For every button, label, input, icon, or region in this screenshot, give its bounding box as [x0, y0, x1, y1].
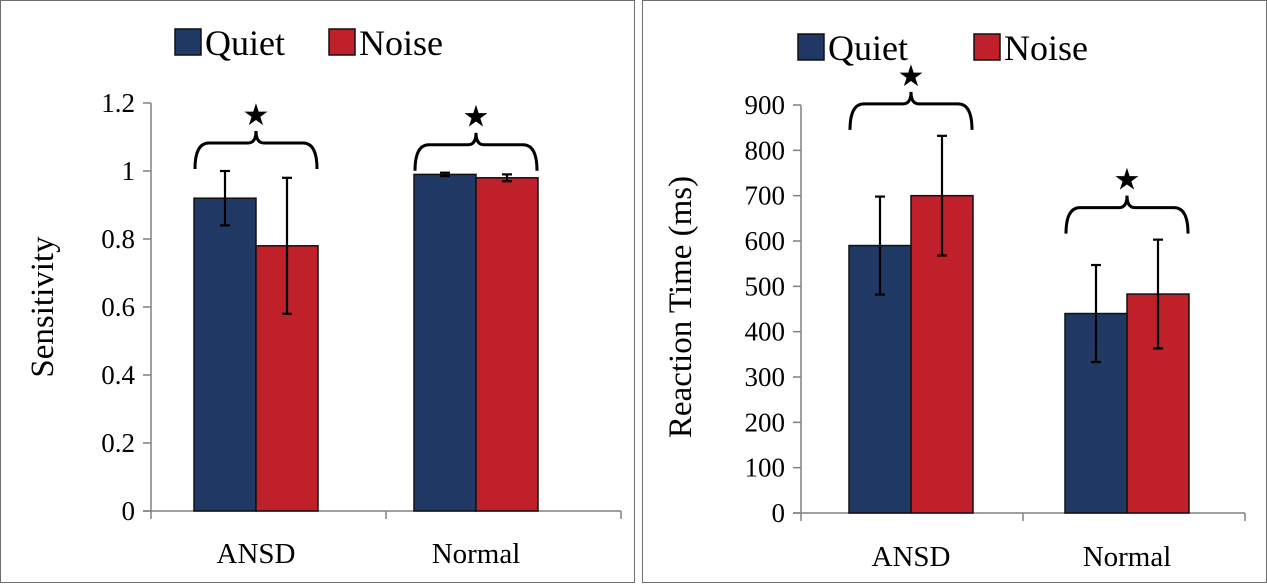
legend-swatch-quiet	[174, 28, 202, 56]
legend-label-quiet: Quiet	[205, 23, 285, 63]
significance-star: ★	[1114, 164, 1141, 197]
significance-star: ★	[243, 99, 270, 132]
bar-noise-normal	[475, 177, 539, 512]
significance-brace	[193, 130, 319, 170]
legend-swatch-noise	[328, 28, 356, 56]
significance-star: ★	[463, 101, 490, 134]
legend-swatch-quiet	[797, 33, 825, 61]
bar-quiet-normal	[413, 173, 477, 512]
y-tick-label: 0	[122, 496, 136, 526]
y-tick-label: 1.2	[101, 88, 135, 118]
bar-quiet-ansd	[193, 197, 257, 512]
significance-brace	[848, 91, 974, 130]
legend-label-noise: Noise	[359, 23, 443, 63]
y-tick-label: 0.8	[101, 224, 135, 254]
sensitivity-chart: 0 0.2 0.4 0.6 0.8 1 1.2 Sensitivity ANSD ★ Normal ★…	[25, 23, 622, 570]
y-tick-label: 700	[745, 181, 786, 211]
y-tick-label: 0.6	[101, 292, 135, 322]
reaction-time-chart: 0 100 200 300 400 500 600 700 800 900 Reaction Tim…	[663, 28, 1246, 573]
significance-brace	[413, 132, 539, 171]
y-tick-label: 1	[122, 156, 136, 186]
y-axis-label: Sensitivity	[25, 236, 61, 378]
significance-star: ★	[898, 60, 925, 93]
y-tick-label: 900	[745, 90, 786, 120]
y-tick-label: 0.2	[101, 428, 135, 458]
x-category-label: Normal	[1083, 541, 1172, 573]
y-tick-label: 100	[745, 453, 786, 483]
legend-swatch-noise	[973, 33, 1001, 61]
x-category-label: ANSD	[217, 538, 296, 570]
y-tick-label: 500	[745, 271, 786, 301]
y-tick-label: 300	[745, 362, 786, 392]
y-axis-label: Reaction Time (ms)	[663, 176, 699, 438]
x-category-label: ANSD	[872, 541, 951, 573]
sensitivity-chart-panel: 0 0.2 0.4 0.6 0.8 1 1.2 Sensitivity ANSD ★ Normal ★…	[0, 0, 635, 583]
legend-label-quiet: Quiet	[828, 28, 908, 68]
reaction-time-chart-panel: 0 100 200 300 400 500 600 700 800 900 Reaction Tim…	[642, 0, 1267, 583]
y-tick-label: 600	[745, 226, 786, 256]
y-tick-label: 0	[772, 498, 786, 528]
significance-brace	[1064, 195, 1190, 234]
y-tick-label: 0.4	[101, 360, 135, 390]
y-tick-label: 800	[745, 135, 786, 165]
y-tick-label: 400	[745, 317, 786, 347]
legend-label-noise: Noise	[1004, 28, 1088, 68]
x-category-label: Normal	[432, 538, 521, 570]
y-tick-label: 200	[745, 407, 786, 437]
